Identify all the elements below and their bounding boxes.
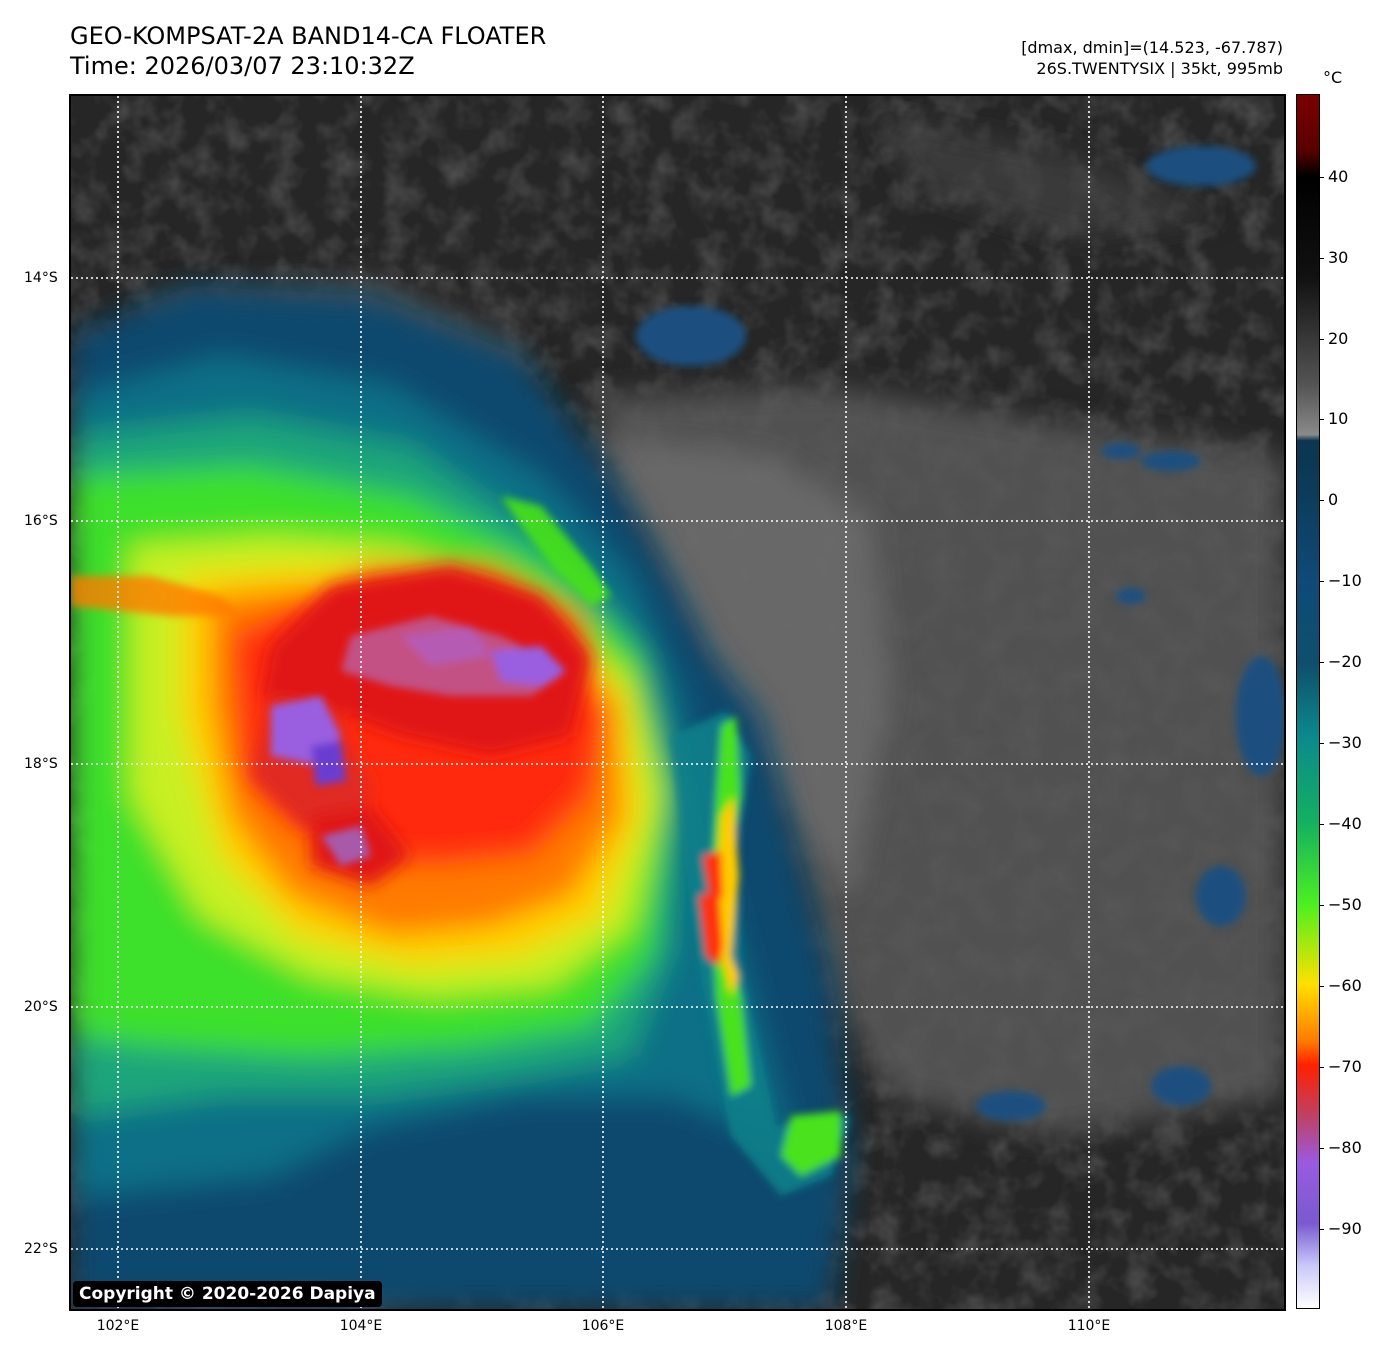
map-gridlines <box>71 96 1284 1309</box>
colorbar-tick-mark <box>1319 1148 1324 1149</box>
colorbar-gradient <box>1297 95 1319 1308</box>
lat-label-14s: 14°S <box>24 270 58 286</box>
lon-label-110e: 110°E <box>1067 1318 1111 1334</box>
colorbar-unit: °C <box>1323 68 1343 87</box>
colorbar-tick-minus50: −50 <box>1328 895 1362 914</box>
lon-label-108e: 108°E <box>824 1318 868 1334</box>
lat-label-18s: 18°S <box>24 756 58 772</box>
colorbar-tick-minus40: −40 <box>1328 814 1362 833</box>
colorbar-tick-minus10: −10 <box>1328 571 1362 590</box>
image-timestamp: Time: 2026/03/07 23:10:32Z <box>70 52 415 80</box>
colorbar-tick-10: 10 <box>1328 409 1349 428</box>
colorbar-tick-20: 20 <box>1328 329 1349 348</box>
colorbar-tick-mark <box>1319 824 1324 825</box>
colorbar-tick-mark <box>1319 177 1324 178</box>
colorbar-tick-30: 30 <box>1328 248 1349 267</box>
lon-label-104e: 104°E <box>339 1318 383 1334</box>
lat-label-20s: 20°S <box>24 999 58 1015</box>
colorbar-tick-minus30: −30 <box>1328 733 1362 752</box>
colorbar-tick-mark <box>1319 1229 1324 1230</box>
colorbar-tick-mark <box>1319 339 1324 340</box>
coldest-cloud-tops <box>271 616 566 866</box>
colorbar-tick-mark <box>1319 419 1324 420</box>
scattered-cells <box>636 146 1284 1121</box>
image-title: GEO-KOMPSAT-2A BAND14-CA FLOATER <box>70 22 547 50</box>
copyright-label: Copyright © 2020-2026 Dapiya <box>73 1281 382 1307</box>
colorbar-tick-40: 40 <box>1328 167 1349 186</box>
colorbar-tick-mark <box>1319 258 1324 259</box>
colorbar-tick-minus60: −60 <box>1328 976 1362 995</box>
satellite-imagery <box>71 96 1284 1309</box>
lon-label-102e: 102°E <box>96 1318 140 1334</box>
colorbar-tick-minus90: −90 <box>1328 1219 1362 1238</box>
lon-label-106e: 106°E <box>581 1318 625 1334</box>
colorbar-tick-mark <box>1319 581 1324 582</box>
satellite-map: Copyright © 2020-2026 Dapiya <box>69 94 1286 1311</box>
outer-rainband <box>71 496 851 1196</box>
lat-label-22s: 22°S <box>24 1241 58 1257</box>
lat-label-16s: 16°S <box>24 513 58 529</box>
colorbar <box>1296 94 1320 1309</box>
colorbar-tick-0: 0 <box>1328 490 1339 509</box>
colorbar-tick-minus80: −80 <box>1328 1138 1362 1157</box>
colorbar-tick-mark <box>1319 986 1324 987</box>
dmax-dmin-readout: [dmax, dmin]=(14.523, -67.787) <box>1021 38 1283 57</box>
storm-info: 26S.TWENTYSIX | 35kt, 995mb <box>1036 59 1283 78</box>
colorbar-tick-mark <box>1319 500 1324 501</box>
colorbar-tick-mark <box>1319 905 1324 906</box>
colorbar-tick-mark <box>1319 743 1324 744</box>
colorbar-tick-minus20: −20 <box>1328 652 1362 671</box>
colorbar-tick-mark <box>1319 662 1324 663</box>
colorbar-tick-mark <box>1319 1067 1324 1068</box>
colorbar-tick-minus70: −70 <box>1328 1057 1362 1076</box>
